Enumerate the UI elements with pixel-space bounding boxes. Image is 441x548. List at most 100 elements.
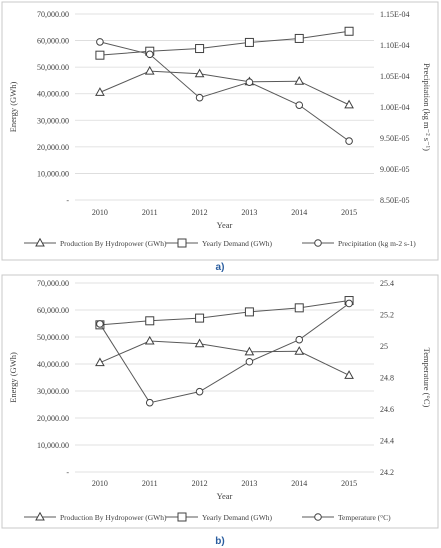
y-left-tick-label: 70,000.00 bbox=[37, 10, 69, 19]
data-point-triangle bbox=[95, 357, 105, 367]
y-right-tick-label: 24.6 bbox=[380, 405, 394, 414]
y-left-axis-title: Energy (GWh) bbox=[8, 82, 18, 133]
data-point-circle bbox=[345, 137, 353, 145]
legend-label: Yearly Demand (GWh) bbox=[202, 239, 273, 248]
y-right-tick-label: 1.15E-04 bbox=[380, 10, 410, 19]
data-point-circle bbox=[295, 335, 304, 344]
y-right-tick-label: 1.10E-04 bbox=[380, 41, 410, 50]
x-axis-title: Year bbox=[217, 220, 233, 230]
legend-label: Temperature (°C) bbox=[338, 513, 391, 522]
series-line-2 bbox=[99, 300, 350, 326]
data-point-square bbox=[95, 50, 105, 60]
y-left-tick-label: 60,000.00 bbox=[37, 306, 69, 315]
data-point-square bbox=[145, 316, 155, 326]
y-right-tick-label: 1.05E-04 bbox=[380, 72, 410, 81]
x-tick-label: 2014 bbox=[291, 208, 307, 217]
data-point-circle bbox=[195, 93, 204, 102]
data-point-triangle bbox=[144, 335, 155, 345]
panel-label: b) bbox=[215, 536, 224, 547]
x-tick-label: 2015 bbox=[341, 208, 357, 217]
data-point-square bbox=[244, 37, 254, 47]
data-point-triangle bbox=[95, 87, 105, 96]
y-left-tick-label: 10,000.00 bbox=[37, 169, 69, 178]
y-right-tick-label: 25.2 bbox=[380, 311, 394, 320]
data-point-square bbox=[195, 313, 205, 323]
panel-frame bbox=[1, 1, 439, 261]
legend-label: Production By Hydropower (GWh) bbox=[60, 513, 167, 522]
legend-label: Yearly Demand (GWh) bbox=[202, 513, 273, 522]
data-point-square bbox=[244, 307, 254, 317]
data-point-triangle bbox=[194, 338, 205, 348]
y-right-tick-label: 25 bbox=[380, 342, 388, 351]
y-left-tick-label: 20,000.00 bbox=[37, 143, 69, 152]
data-point-circle bbox=[96, 38, 104, 46]
data-point-circle bbox=[145, 398, 154, 407]
x-tick-label: 2014 bbox=[291, 479, 307, 488]
legend-marker-circle bbox=[314, 239, 322, 247]
legend-marker-triangle bbox=[35, 237, 45, 247]
y-left-tick-label: 40,000.00 bbox=[37, 360, 69, 369]
x-tick-label: 2013 bbox=[241, 208, 257, 217]
x-tick-label: 2012 bbox=[192, 479, 208, 488]
y-left-tick-label: 30,000.00 bbox=[37, 387, 69, 396]
y-right-axis-title: Temperature (°C) bbox=[422, 348, 432, 408]
y-left-tick-label: - bbox=[66, 468, 69, 477]
legend-label: Precipitation (kg m-2 s-1) bbox=[338, 239, 416, 248]
data-point-square bbox=[294, 33, 304, 43]
y-left-tick-label: - bbox=[66, 196, 69, 205]
y-right-tick-label: 9.50E-05 bbox=[380, 134, 410, 143]
legend-marker-square bbox=[177, 512, 187, 522]
y-right-tick-label: 25.4 bbox=[380, 279, 394, 288]
y-right-tick-label: 9.00E-05 bbox=[380, 165, 410, 174]
legend-marker-square bbox=[177, 238, 187, 248]
x-tick-label: 2011 bbox=[142, 208, 158, 217]
data-point-square bbox=[195, 44, 205, 54]
data-point-circle bbox=[245, 78, 254, 86]
x-axis-title: Year bbox=[217, 491, 233, 501]
y-left-tick-label: 60,000.00 bbox=[37, 37, 69, 46]
y-left-tick-label: 30,000.00 bbox=[37, 116, 69, 125]
x-tick-label: 2013 bbox=[241, 479, 257, 488]
y-right-tick-label: 8.50E-05 bbox=[380, 196, 410, 205]
data-point-circle bbox=[195, 387, 204, 396]
panel-frame bbox=[1, 274, 439, 529]
data-point-circle bbox=[245, 357, 254, 366]
data-point-circle bbox=[145, 50, 154, 59]
x-tick-label: 2010 bbox=[92, 208, 108, 217]
y-left-tick-label: 50,000.00 bbox=[37, 333, 69, 342]
x-tick-label: 2011 bbox=[142, 479, 158, 488]
x-tick-label: 2015 bbox=[341, 479, 357, 488]
data-point-triangle bbox=[344, 370, 354, 379]
y-right-axis-title: Precipitation (kg m⁻² s⁻¹) bbox=[422, 63, 432, 151]
chart-panel-2: - 10,000.00 20,000.00 30,000.00 40,000.00 50,… bbox=[1, 274, 439, 529]
y-left-tick-label: 50,000.00 bbox=[37, 63, 69, 72]
y-left-tick-label: 10,000.00 bbox=[37, 441, 69, 450]
data-point-square bbox=[344, 26, 354, 36]
y-right-tick-label: 24.2 bbox=[380, 468, 394, 477]
series-line-1 bbox=[99, 340, 350, 376]
data-point-circle bbox=[295, 101, 304, 109]
y-right-tick-label: 1.00E-04 bbox=[380, 103, 410, 112]
data-point-circle bbox=[345, 299, 353, 308]
data-point-triangle bbox=[344, 99, 354, 109]
x-tick-label: 2012 bbox=[192, 208, 208, 217]
panel-label: a) bbox=[216, 262, 225, 273]
data-point-triangle bbox=[144, 65, 155, 75]
series-line-3 bbox=[99, 303, 350, 404]
legend-marker-triangle bbox=[35, 511, 45, 521]
data-point-triangle bbox=[244, 346, 255, 356]
data-point-square bbox=[294, 303, 304, 313]
y-right-tick-label: 24.4 bbox=[380, 437, 394, 446]
chart-panel-1: - 10,000.00 20,000.00 30,000.00 40,000.00 50,… bbox=[1, 1, 439, 261]
y-left-axis-title: Energy (GWh) bbox=[8, 352, 18, 403]
y-right-tick-label: 24.8 bbox=[380, 374, 394, 383]
data-point-triangle bbox=[294, 75, 305, 85]
series-line-1 bbox=[99, 70, 350, 106]
data-point-triangle bbox=[194, 68, 205, 78]
y-left-tick-label: 40,000.00 bbox=[37, 90, 69, 99]
y-left-tick-label: 70,000.00 bbox=[37, 279, 69, 288]
data-point-triangle bbox=[294, 346, 305, 355]
legend-marker-circle bbox=[314, 513, 322, 521]
data-point-circle bbox=[96, 320, 104, 328]
